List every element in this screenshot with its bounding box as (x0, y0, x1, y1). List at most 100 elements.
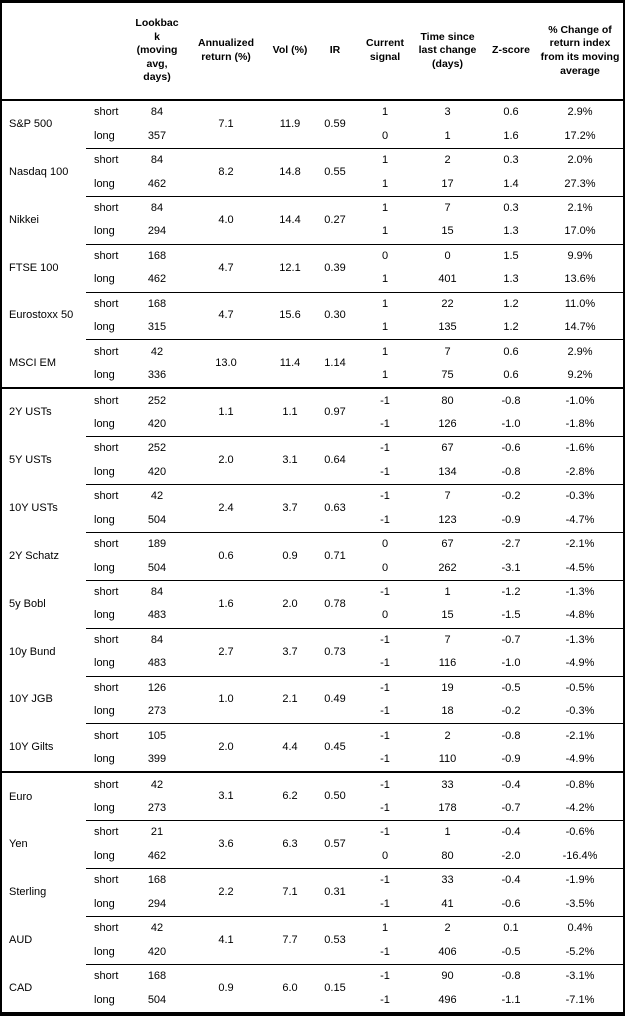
pct-change-cell: -2.1% (537, 723, 623, 748)
ir-cell: 0.55 (310, 147, 360, 197)
lookback-cell: 42 (132, 771, 182, 797)
pct-change-cell: -1.0% (537, 387, 623, 413)
ir-cell: 0.53 (310, 915, 360, 965)
lookback-cell: 483 (147, 609, 167, 622)
z-score-cell: -1.0 (501, 657, 521, 670)
table-row: long 504 -1 123 -0.9 -4.7% (2, 508, 623, 532)
time-since-cell: 18 (441, 705, 454, 718)
type-cell: short (86, 99, 132, 125)
z-score-cell: -1.0 (501, 417, 521, 430)
lookback-cell: 420 (147, 945, 167, 958)
ir-cell: 0.59 (310, 99, 360, 149)
z-score-cell: -0.6 (485, 436, 537, 461)
table-body: S&P 500 short 84 7.1 11.9 0.59 1 3 0.6 2.9% long 35… (2, 99, 623, 1012)
time-since-cell: 80 (410, 387, 485, 413)
current-signal-cell: -1 (360, 723, 410, 748)
z-score-cell: -2.0 (501, 849, 521, 862)
table-row: 10Y Gilts short 105 2.0 4.4 0.45 -1 2 -0.8 -2.1% (2, 723, 623, 773)
type-cell: long (94, 417, 115, 430)
type-cell: long (94, 513, 115, 526)
lookback-cell: 294 (147, 897, 167, 910)
time-since-cell: 1 (410, 820, 485, 845)
z-score-cell: -0.9 (501, 753, 521, 766)
type-cell: long (94, 705, 115, 718)
type-cell: long (94, 897, 115, 910)
time-since-cell: 67 (410, 531, 485, 557)
table-row: long 294 -1 41 -0.6 -3.5% (2, 893, 623, 917)
type-cell: short (86, 820, 132, 845)
asset-name-cell: 10Y USTs (9, 501, 58, 514)
annualized-return-cell: 1.1 (182, 387, 270, 437)
current-signal-cell: -1 (380, 897, 390, 910)
current-signal-cell: 1 (360, 147, 410, 173)
ir-cell: 0.63 (310, 484, 360, 533)
time-since-cell: 7 (410, 484, 485, 509)
pct-change-cell: -1.6% (537, 436, 623, 461)
current-signal-cell: -1 (380, 705, 390, 718)
header-lookback: Lookback (moving avg, days) (132, 3, 182, 101)
time-since-cell: 17 (441, 177, 454, 190)
current-signal-cell: 1 (381, 273, 389, 286)
table-row: CAD short 168 0.9 6.0 0.15 -1 90 -0.8 -3.1% (2, 963, 623, 1012)
z-score-cell: -0.4 (485, 820, 537, 845)
time-since-cell: 2 (410, 915, 485, 941)
pct-change-cell: 11.0% (537, 291, 623, 316)
vol-cell: 7.7 (270, 915, 310, 965)
time-since-cell: 1 (444, 129, 451, 142)
vol-cell: 15.6 (270, 291, 310, 340)
asset-name-cell: CAD (9, 981, 33, 994)
current-signal-cell: 1 (381, 369, 389, 382)
current-signal-cell: 0 (360, 243, 410, 269)
current-signal-cell: 0 (360, 531, 410, 557)
annualized-return-cell: 1.0 (182, 675, 270, 724)
lookback-cell: 21 (132, 820, 182, 845)
lookback-cell: 336 (147, 369, 167, 382)
type-cell: long (94, 945, 115, 958)
asset-name-cell: FTSE 100 (9, 261, 59, 274)
table-row: MSCI EM short 42 13.0 11.4 1.14 1 7 0.6 2.9% (2, 339, 623, 389)
lookback-cell: 84 (132, 627, 182, 653)
pct-change-cell: 2.1% (537, 195, 623, 221)
type-cell: short (86, 675, 132, 700)
pct-change-cell: -4.5% (565, 561, 595, 574)
pct-change-cell: -0.3% (565, 705, 595, 718)
time-since-cell: 67 (410, 436, 485, 461)
annualized-return-cell: 3.6 (182, 820, 270, 869)
asset-name-cell: Nikkei (9, 213, 39, 226)
asset-name-cell: 10y Bund (9, 645, 56, 658)
vol-cell: 2.0 (270, 579, 310, 629)
header-current-signal: Current signal (360, 3, 410, 101)
z-score-cell: -2.7 (485, 531, 537, 557)
z-score-cell: 1.3 (503, 225, 519, 238)
time-since-cell: 75 (441, 369, 454, 382)
lookback-cell: 462 (147, 273, 167, 286)
lookback-cell: 294 (147, 225, 167, 238)
type-cell: long (94, 273, 115, 286)
lookback-cell: 84 (132, 195, 182, 221)
time-since-cell: 15 (441, 609, 454, 622)
asset-name-cell: Yen (9, 838, 28, 851)
type-cell: long (94, 369, 115, 382)
table-row: Euro short 42 3.1 6.2 0.50 -1 33 -0.4 -0.8% (2, 771, 623, 821)
table-row: long 315 1 135 1.2 14.7% (2, 316, 623, 340)
annualized-return-cell: 1.6 (182, 579, 270, 629)
vol-cell: 3.1 (270, 436, 310, 485)
pct-change-cell: -1.3% (537, 627, 623, 653)
asset-name-cell: 2Y USTs (2, 387, 86, 437)
type-cell: short (86, 195, 132, 221)
type-cell: short (86, 339, 132, 364)
current-signal-cell: -1 (360, 627, 410, 653)
z-score-cell: 1.3 (503, 273, 519, 286)
time-since-cell: 15 (441, 225, 454, 238)
pct-change-cell: 14.7% (564, 321, 596, 334)
vol-cell: 4.4 (270, 723, 310, 773)
table-row: Nikkei short 84 4.0 14.4 0.27 1 7 0.3 2.1% (2, 195, 623, 245)
lookback-cell: 399 (147, 753, 167, 766)
table-row: long 483 0 15 -1.5 -4.8% (2, 604, 623, 628)
vol-cell: 6.3 (270, 820, 310, 869)
time-since-cell: 110 (438, 753, 457, 766)
pct-change-cell: -2.1% (537, 531, 623, 557)
pct-change-cell: -1.3% (537, 579, 623, 605)
lookback-cell: 168 (132, 868, 182, 893)
table-row: 2Y USTs short 252 1.1 1.1 0.97 -1 80 -0.8 -1.0% (2, 387, 623, 437)
